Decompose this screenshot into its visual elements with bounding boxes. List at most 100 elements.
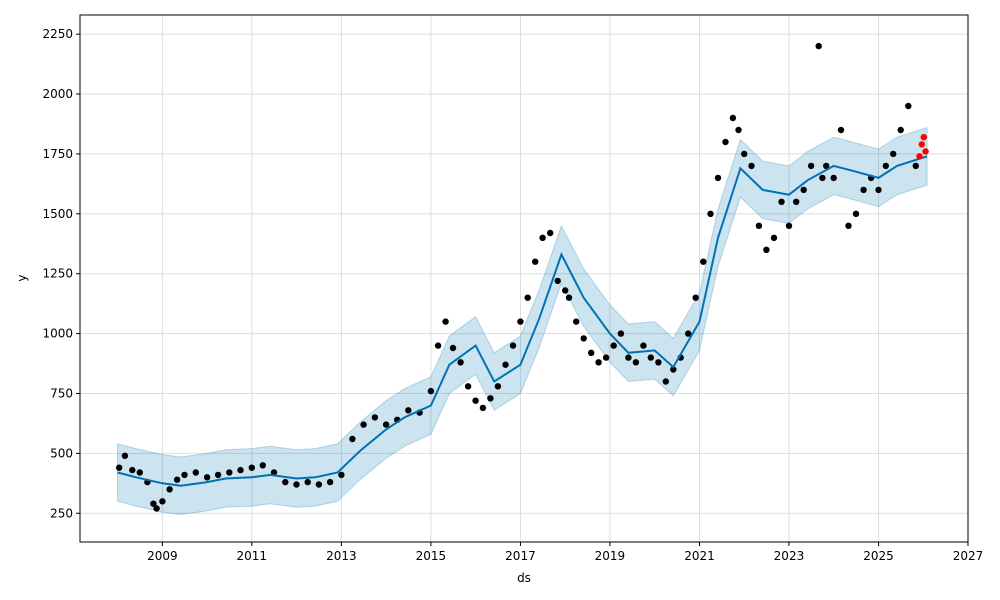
observed-point (434, 342, 442, 349)
observed-point (748, 162, 755, 170)
observed-point (573, 318, 580, 325)
observed-point (259, 462, 266, 469)
observed-point (588, 349, 595, 356)
y-tick-label: 250 (50, 506, 73, 520)
observed-point (819, 174, 826, 182)
observed-point (830, 174, 837, 182)
x-tick-label: 2023 (774, 549, 805, 563)
x-axis-ticks: 2009 2011 2013 2015 2017 2019 2021 2023 2025 2027 (147, 542, 983, 563)
observed-point (778, 198, 785, 205)
observed-point (360, 421, 367, 428)
observed-point (539, 234, 546, 241)
observed-point (755, 222, 763, 229)
observed-point (203, 474, 211, 481)
x-axis-label: ds (517, 571, 531, 585)
observed-point (532, 258, 539, 265)
observed-point (580, 335, 587, 342)
y-tick-label: 1500 (42, 207, 73, 221)
uncertainty-band-group (117, 126, 928, 516)
observed-point (192, 469, 199, 476)
x-tick-label: 2013 (326, 549, 357, 563)
y-tick-label: 2000 (42, 87, 73, 101)
observed-point (153, 505, 160, 512)
observed-point (852, 210, 860, 217)
observed-point (655, 359, 662, 366)
observed-point (785, 222, 793, 229)
observed-point (647, 354, 654, 361)
observed-point (494, 383, 502, 390)
x-tick-label: 2017 (505, 549, 536, 563)
plot-frame (79, 14, 969, 543)
forecast-line-group (117, 155, 928, 487)
y-tick-label: 2250 (42, 27, 73, 41)
observed-point (860, 186, 867, 194)
observed-point (338, 471, 345, 479)
recent-actual-point (922, 148, 929, 155)
observed-point (457, 359, 464, 366)
x-tick-label: 2021 (684, 549, 715, 563)
recent-actual-point (920, 134, 927, 141)
recent-actuals-group (916, 134, 929, 160)
y-tick-label: 1750 (42, 147, 73, 161)
observed-point (293, 481, 300, 488)
observed-point (282, 478, 289, 486)
observed-point (882, 162, 889, 170)
observed-point (807, 162, 815, 170)
observed-point (823, 162, 830, 170)
observed-point (562, 287, 569, 294)
observed-point (632, 359, 640, 366)
observed-point (845, 222, 852, 229)
observed-point (735, 126, 742, 134)
observed-point (800, 186, 807, 194)
observed-point (121, 452, 129, 459)
observed-point (472, 397, 479, 404)
x-tick-label: 2015 (416, 549, 447, 563)
y-tick-label: 1000 (42, 327, 73, 341)
x-tick-label: 2019 (595, 549, 626, 563)
uncertainty-band (117, 126, 928, 516)
y-tick-label: 750 (50, 386, 73, 400)
observed-point (129, 466, 136, 474)
observed-point (905, 102, 912, 110)
observed-point (837, 126, 845, 134)
recent-actual-point (918, 141, 925, 148)
observed-point (602, 354, 610, 361)
y-tick-label: 1250 (42, 267, 73, 281)
y-axis-label: y (15, 274, 29, 281)
observed-point (442, 318, 449, 325)
observed-point (349, 435, 356, 443)
observed-point (610, 342, 617, 349)
observed-points-group (116, 42, 919, 512)
observed-point (237, 466, 244, 474)
observed-point (502, 361, 509, 368)
observed-point (565, 294, 573, 301)
observed-point (524, 294, 531, 301)
x-tick-label: 2011 (237, 549, 268, 563)
grid-lines (80, 15, 969, 542)
observed-point (595, 359, 602, 366)
observed-point (793, 198, 800, 205)
observed-point (770, 234, 778, 241)
observed-point (150, 500, 157, 507)
y-tick-label: 500 (50, 446, 73, 460)
observed-point (685, 330, 692, 337)
observed-point (700, 258, 707, 265)
observed-point (166, 486, 173, 493)
observed-point (912, 162, 919, 170)
observed-point (509, 342, 517, 349)
observed-point (714, 174, 722, 182)
observed-point (159, 498, 166, 505)
observed-point (270, 469, 278, 476)
observed-point (741, 150, 748, 158)
observed-point (181, 471, 188, 479)
forecast-line (117, 155, 928, 487)
x-tick-label: 2025 (863, 549, 894, 563)
observed-point (479, 404, 487, 412)
observed-point (890, 150, 897, 158)
observed-point (547, 229, 554, 237)
observed-point (517, 318, 524, 325)
observed-point (662, 378, 669, 385)
observed-point (707, 210, 714, 217)
observed-point (722, 138, 729, 146)
